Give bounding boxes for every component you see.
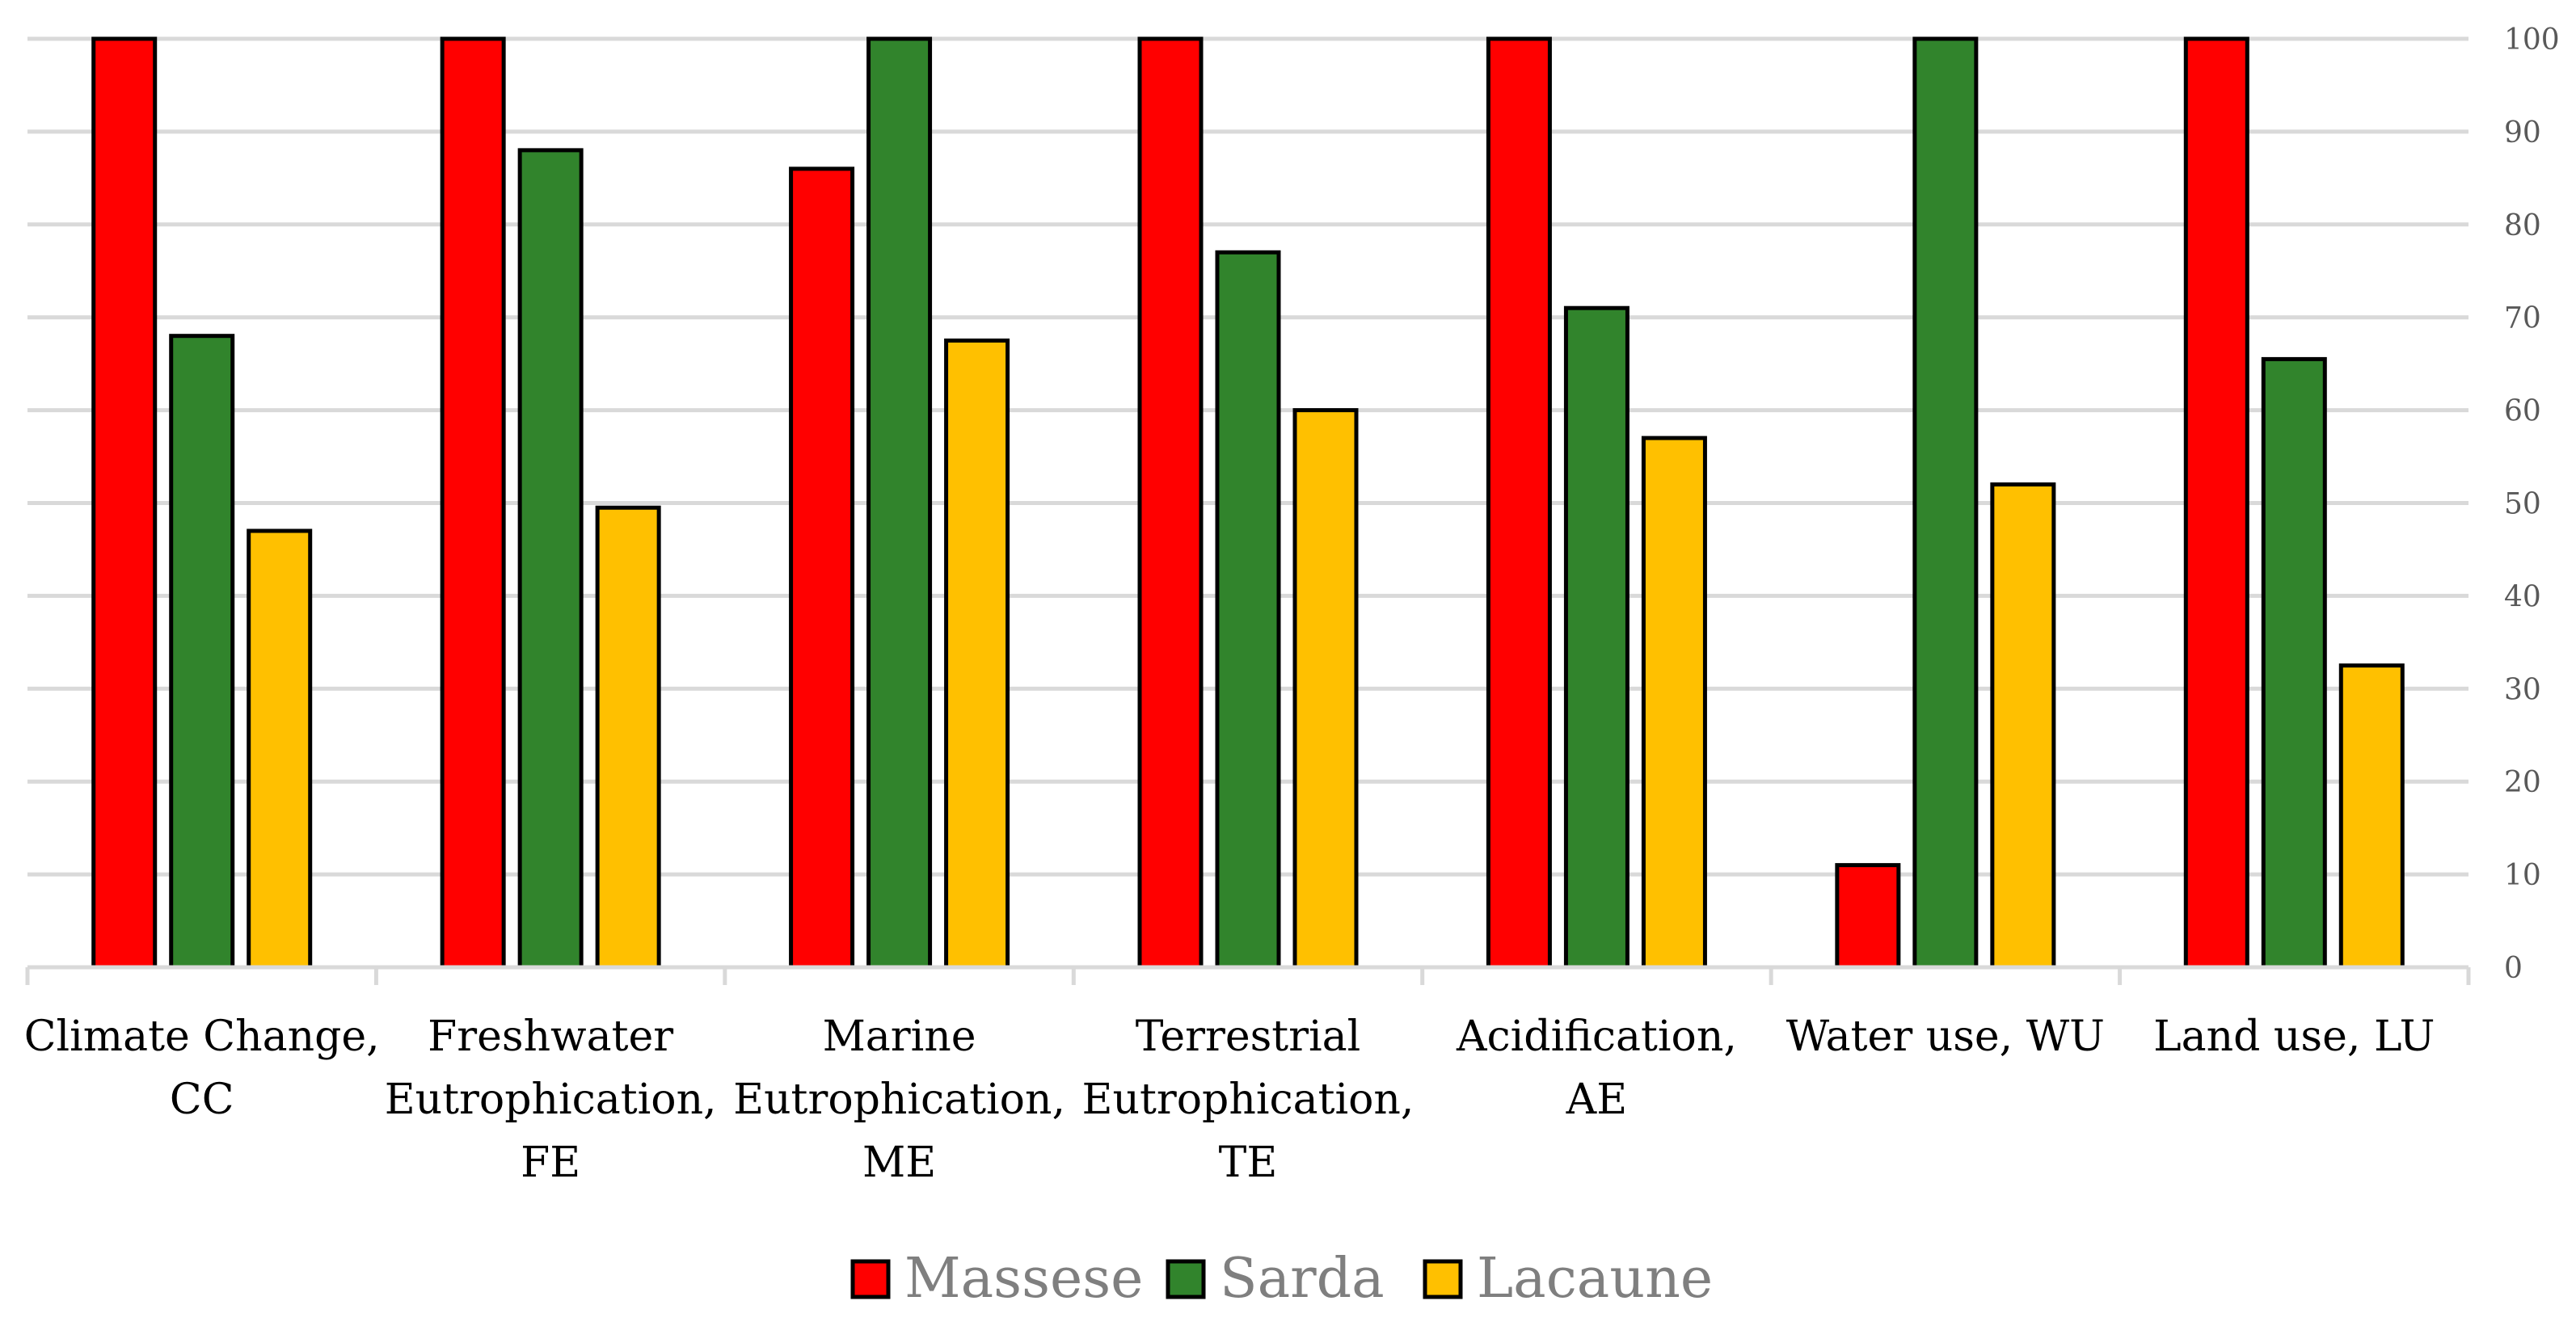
category-label: TE	[1219, 1139, 1278, 1187]
bar-massese	[440, 36, 506, 970]
bar-lacaune	[1990, 482, 2056, 970]
category-label: Acidification,	[1456, 1013, 1737, 1061]
bar-sarda	[517, 148, 584, 970]
bar-sarda	[1215, 250, 1281, 970]
category-label: Terrestrial	[1136, 1013, 1361, 1061]
category-label: CC	[170, 1076, 234, 1124]
legend-label-massese: Massese	[904, 1247, 1143, 1311]
legend-swatch-massese	[850, 1259, 891, 1299]
bar-lacaune	[2338, 663, 2405, 970]
bar-massese	[1486, 36, 1552, 970]
bar-massese	[789, 166, 855, 970]
bar-lacaune	[595, 505, 661, 970]
y-tick-label: 90	[2504, 116, 2541, 149]
y-tick-label: 80	[2504, 209, 2541, 242]
category-label: Land use, LU	[2153, 1013, 2435, 1061]
y-tick-label: 100	[2504, 23, 2560, 57]
bar-massese	[1835, 863, 1901, 970]
bar-sarda	[1912, 36, 1979, 970]
y-tick-label: 10	[2504, 859, 2541, 892]
category-labels: Climate Change, CC Freshwater Eutrophicatio…	[24, 1013, 2435, 1187]
category-label: ME	[862, 1139, 936, 1187]
y-tick-label: 0	[2504, 952, 2523, 985]
legend-label-sarda: Sarda	[1220, 1247, 1385, 1311]
bar-sarda	[866, 36, 933, 970]
category-label: Climate Change,	[24, 1013, 380, 1061]
y-tick-label: 40	[2504, 580, 2541, 613]
category-label: FE	[521, 1139, 580, 1187]
x-axis	[25, 965, 2471, 985]
bar-sarda	[169, 334, 235, 970]
y-tick-label: 50	[2504, 488, 2541, 521]
legend-swatch-lacaune	[1423, 1259, 1463, 1299]
bar-massese	[2183, 36, 2249, 970]
legend: Massese Sarda Lacaune	[850, 1247, 1713, 1311]
category-label: Eutrophication,	[733, 1076, 1065, 1124]
y-tick-label: 70	[2504, 302, 2541, 335]
category-label: Freshwater	[428, 1013, 673, 1061]
bar-lacaune	[1641, 436, 1707, 970]
bar-massese	[1137, 36, 1204, 970]
bar-massese	[91, 36, 158, 970]
legend-label-lacaune: Lacaune	[1477, 1247, 1713, 1311]
bar-lacaune	[944, 338, 1010, 970]
category-label: AE	[1566, 1076, 1628, 1124]
y-tick-label: 30	[2504, 673, 2541, 706]
bar-sarda	[1563, 305, 1629, 970]
bar-lacaune	[1292, 408, 1359, 970]
y-tick-label: 20	[2504, 766, 2541, 799]
bar-lacaune	[247, 528, 313, 970]
y-axis-tick-labels: 0 10 20 30 40 50 60 70 80 90 100	[2504, 23, 2560, 985]
category-label: Eutrophication,	[385, 1076, 717, 1124]
category-label: Eutrophication,	[1082, 1076, 1414, 1124]
legend-swatch-sarda	[1166, 1259, 1206, 1299]
y-tick-label: 60	[2504, 395, 2541, 428]
bar-sarda	[2261, 356, 2327, 970]
category-label: Water use, WU	[1786, 1013, 2105, 1061]
category-label: Marine	[823, 1013, 976, 1061]
